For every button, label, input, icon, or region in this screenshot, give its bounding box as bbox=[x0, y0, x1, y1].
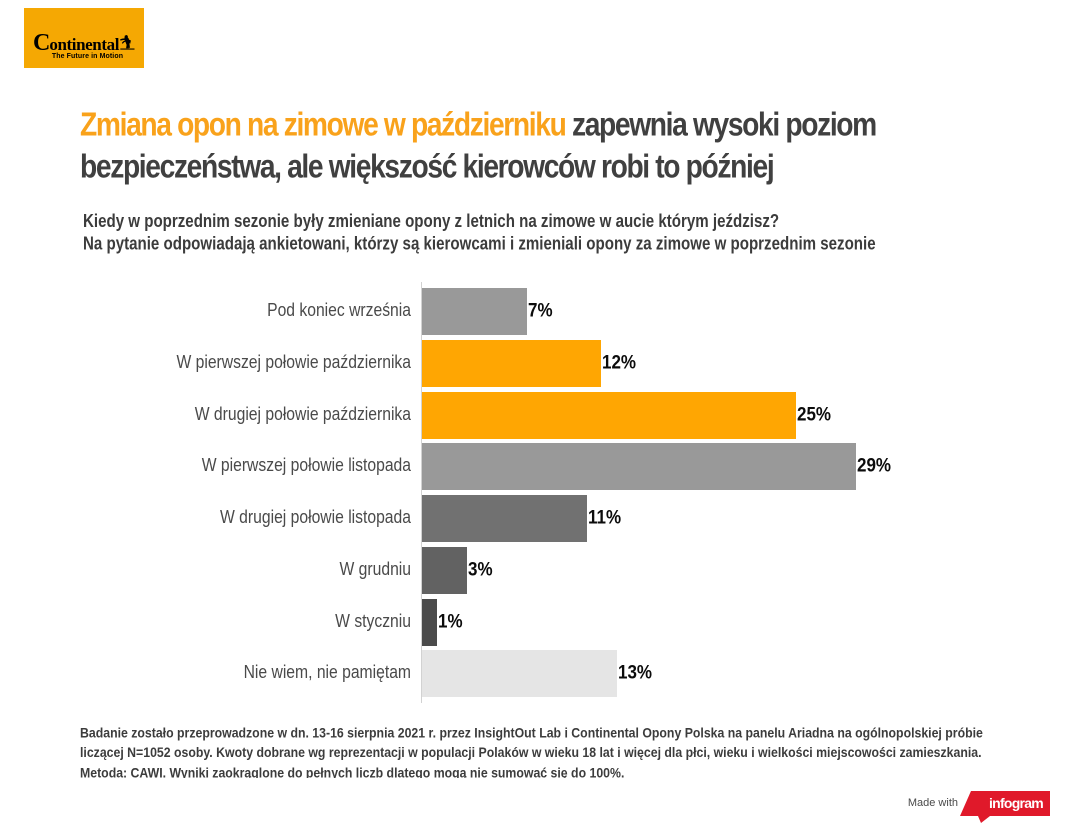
svg-text:infogram: infogram bbox=[989, 795, 1043, 811]
